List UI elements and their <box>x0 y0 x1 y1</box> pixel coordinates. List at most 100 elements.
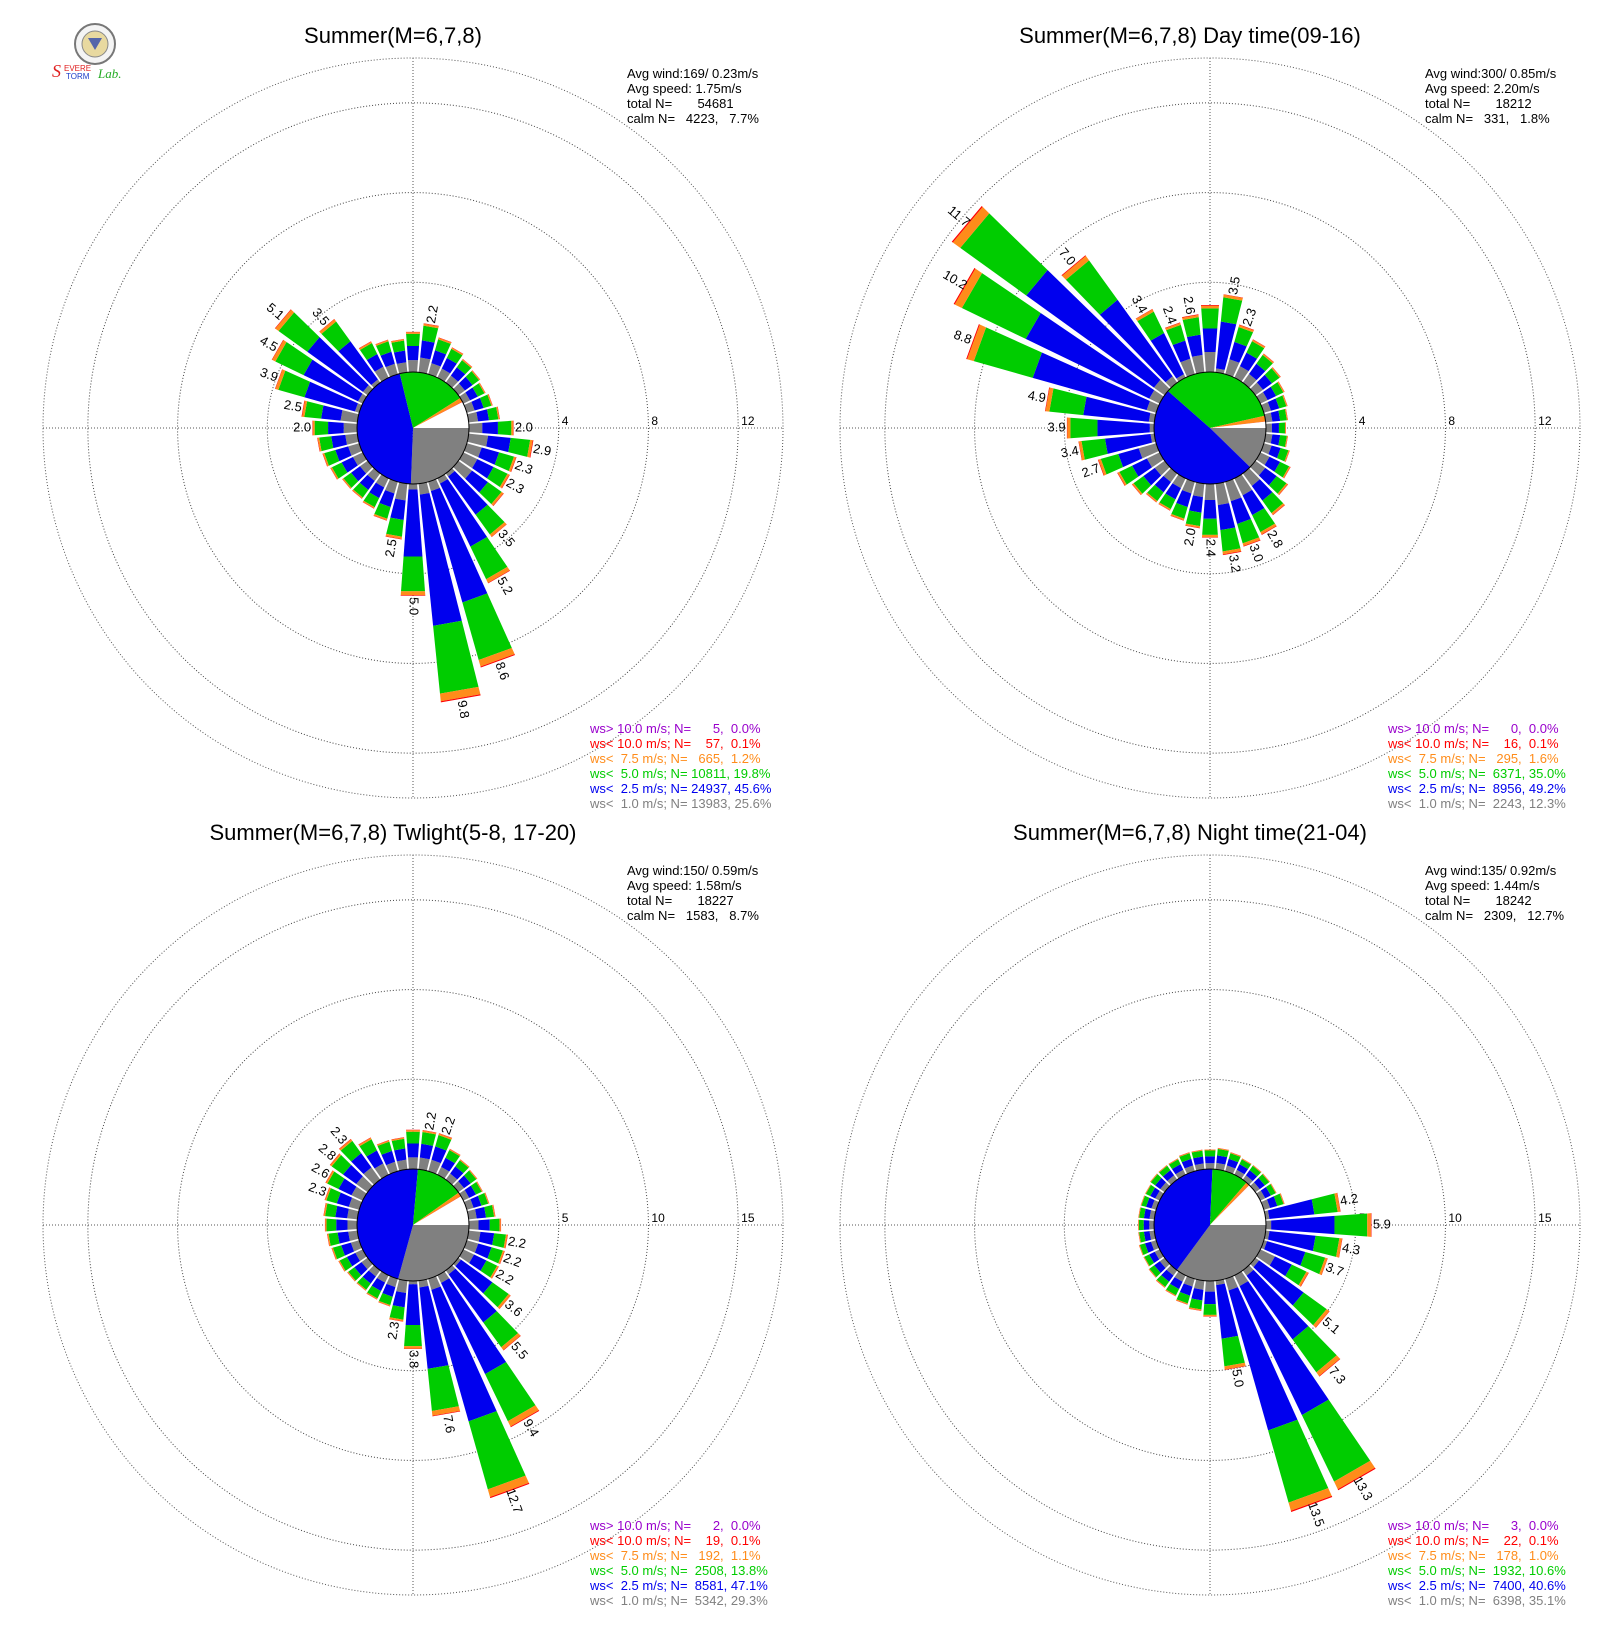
direction-bar-segment <box>468 1220 479 1230</box>
speed-class-pie-slice <box>399 372 461 428</box>
direction-bar-segment <box>1194 1279 1205 1290</box>
direction-bar-segment <box>1256 1249 1275 1266</box>
direction-bar-segment <box>510 457 517 473</box>
legend-entry: ws< 5.0 m/s; N= 6371, 35.0% <box>1387 766 1566 781</box>
direction-bar-segment <box>353 482 369 498</box>
direction-bar-segment <box>468 1411 526 1490</box>
direction-bar-segment <box>1166 1283 1180 1296</box>
direction-bar-segment <box>445 1150 460 1164</box>
direction-bar-segment <box>484 1204 495 1218</box>
direction-bar-segment <box>389 1305 405 1320</box>
direction-bar-segment <box>488 394 493 406</box>
direction-bar-segment <box>350 1240 362 1252</box>
direction-bar-segment <box>1154 1249 1164 1260</box>
direction-bar-segment <box>1225 1276 1238 1291</box>
direction-bar-segment <box>1290 1495 1333 1512</box>
direction-bar-segment <box>1298 1271 1309 1287</box>
direction-bar-segment <box>275 309 295 332</box>
bar-value-label: 3.4 <box>1060 443 1080 461</box>
direction-bar-segment <box>1185 510 1202 527</box>
direction-bar-segment <box>1104 434 1153 454</box>
direction-bar-segment <box>485 1361 536 1422</box>
legend-entry: ws< 5.0 m/s; N= 2508, 13.8% <box>589 1563 768 1578</box>
direction-bar-segment <box>1270 382 1284 397</box>
direction-bar-segment <box>1285 408 1289 421</box>
direction-bar-segment <box>278 312 320 352</box>
direction-bar-segment <box>427 1365 459 1411</box>
direction-bar-segment <box>453 1181 465 1193</box>
direction-bar-segment <box>392 1291 407 1308</box>
direction-bar-segment <box>1282 395 1288 407</box>
direction-bar-segment <box>1168 1159 1181 1170</box>
direction-bar-segment <box>391 340 406 353</box>
direction-bar-segment <box>479 382 486 393</box>
direction-bar-segment <box>322 453 329 467</box>
direction-bar-segment <box>1245 1170 1258 1181</box>
direction-bar-segment <box>1311 1193 1338 1215</box>
ring-label: 4 <box>1359 414 1366 428</box>
ring-label: 12 <box>741 414 755 428</box>
bar-value-label: 2.4 <box>1160 304 1180 326</box>
direction-bar-segment <box>1143 467 1162 486</box>
direction-bar-segment <box>418 1157 430 1171</box>
direction-bar-segment <box>1159 493 1176 510</box>
direction-bar-segment <box>1160 1182 1170 1193</box>
stats-line: calm N= 4223, 7.7% <box>627 111 759 126</box>
direction-bar-segment <box>1078 441 1083 461</box>
direction-bar-segment <box>271 339 284 360</box>
direction-bar-segment <box>1146 492 1158 503</box>
direction-bar-segment <box>303 359 363 402</box>
direction-bar-segment <box>374 366 389 382</box>
direction-bar-segment <box>529 440 534 458</box>
direction-bar-segment <box>321 321 351 352</box>
direction-bar-segment <box>301 400 305 417</box>
direction-bar-segment <box>1271 1215 1335 1235</box>
legend-entry: ws< 2.5 m/s; N= 8956, 49.2% <box>1387 781 1566 796</box>
direction-bar-segment <box>1167 1175 1178 1185</box>
direction-bar-segment <box>1156 1279 1166 1288</box>
direction-bar-segment <box>1283 466 1291 479</box>
direction-bar-segment <box>478 647 515 667</box>
direction-bar-segment <box>1272 367 1281 378</box>
direction-bar-segment <box>1143 1220 1150 1230</box>
direction-bar-segment <box>376 1140 390 1145</box>
bar-value-label: 4.9 <box>1027 387 1047 405</box>
direction-bar-segment <box>406 345 420 361</box>
direction-bar-segment <box>356 1282 366 1291</box>
direction-bar-segment <box>304 381 358 412</box>
direction-bar-segment <box>373 515 387 521</box>
direction-bar-segment <box>341 1242 355 1256</box>
direction-bar-segment <box>403 1346 423 1349</box>
direction-bar-segment <box>476 1181 483 1192</box>
direction-bar-segment <box>456 360 472 375</box>
direction-bar-segment <box>1220 527 1241 552</box>
direction-bar-segment <box>1242 1175 1253 1185</box>
pie-outline <box>1153 371 1267 485</box>
direction-bar-segment <box>321 405 343 421</box>
direction-bar-segment <box>1288 1488 1332 1511</box>
direction-bar-segment <box>432 1410 461 1417</box>
calm-pie-slice <box>1210 421 1266 428</box>
stats-line: Avg wind:169/ 0.23m/s <box>627 66 759 81</box>
direction-bar-segment <box>1318 1358 1341 1377</box>
speed-class-pie-slice <box>413 1195 462 1225</box>
direction-bar-segment <box>445 1173 458 1185</box>
direction-bar-segment <box>1265 1183 1276 1196</box>
bar-value-label: 2.2 <box>501 1250 523 1270</box>
direction-bar-segment <box>1182 314 1199 321</box>
direction-bar-segment <box>458 1175 471 1189</box>
direction-bar-segment <box>486 566 510 583</box>
direction-bar-segment <box>1216 321 1237 370</box>
direction-bar-segment <box>973 327 1042 378</box>
direction-bar-segment <box>1220 297 1243 325</box>
direction-bar-segment <box>434 339 451 355</box>
direction-bar-segment <box>1132 483 1143 495</box>
direction-bar-segment <box>390 498 406 520</box>
direction-bar-segment <box>1117 471 1127 486</box>
direction-bar-segment <box>1230 1152 1242 1157</box>
direction-bar-segment <box>487 466 508 488</box>
direction-bar-segment <box>1070 417 1098 439</box>
direction-bar-segment <box>1292 1292 1327 1326</box>
direction-bar-segment <box>1150 332 1184 379</box>
direction-bar-segment <box>328 1232 340 1246</box>
